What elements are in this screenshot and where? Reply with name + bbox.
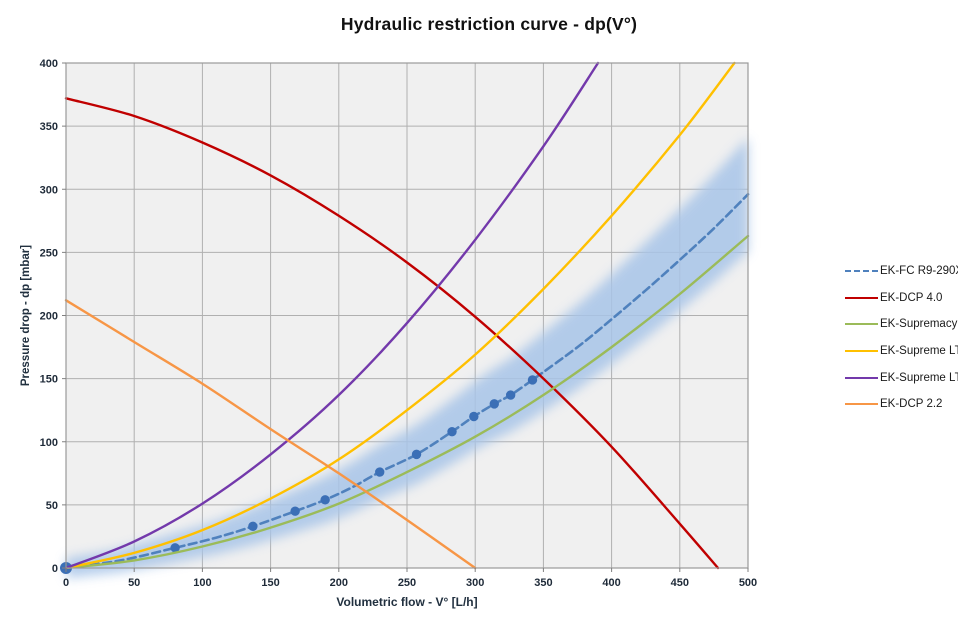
legend-swatch-ek-dcp-2-2 bbox=[845, 403, 878, 406]
legend-swatch-ek-supremacy bbox=[845, 323, 878, 326]
y-tick-label: 0 bbox=[52, 563, 58, 575]
y-tick-label: 250 bbox=[40, 247, 58, 259]
legend-item-ek-supremacy: EK-Supremacy bbox=[845, 311, 957, 338]
series-marker-ek-fc-r9-290x bbox=[170, 543, 180, 553]
x-axis-title: Volumetric flow - V° [L/h] bbox=[336, 595, 478, 609]
x-tick-label: 450 bbox=[671, 577, 689, 589]
series-marker-ek-fc-r9-290x bbox=[527, 375, 538, 385]
x-tick-label: 500 bbox=[739, 577, 757, 589]
series-marker-ek-fc-r9-290x bbox=[411, 449, 422, 460]
legend-item-ek-dcp-4-0: EK-DCP 4.0 bbox=[845, 285, 957, 312]
series-line-ek-dcp-2-2 bbox=[64, 299, 477, 570]
x-tick-label: 300 bbox=[466, 577, 484, 589]
series-marker-ek-fc-r9-290x bbox=[320, 495, 330, 505]
series-line-ek-supremacy bbox=[64, 234, 750, 570]
glow-band bbox=[66, 137, 748, 579]
y-tick-label: 150 bbox=[40, 374, 58, 386]
y-axis-title: Pressure drop - dp [mbar] bbox=[19, 244, 32, 387]
x-tick-label: 50 bbox=[128, 577, 140, 589]
legend-swatch-ek-dcp-4-0 bbox=[845, 296, 878, 299]
legend-item-ek-supreme-ltx: EK-Supreme LTX bbox=[845, 338, 958, 365]
x-tick-label: 0 bbox=[63, 577, 69, 589]
legend-swatch-ek-supreme-lt bbox=[845, 376, 878, 379]
y-tick-label: 50 bbox=[46, 500, 58, 512]
x-tick-label: 200 bbox=[330, 577, 348, 589]
series-marker-ek-fc-r9-290x bbox=[489, 399, 499, 409]
series-marker-ek-fc-r9-290x bbox=[469, 411, 479, 422]
chart-title: Hydraulic restriction curve - dp(V°) bbox=[340, 14, 638, 34]
legend-label: EK-Supreme LTX bbox=[880, 345, 958, 358]
y-tick-label: 350 bbox=[40, 121, 58, 133]
series-marker-ek-fc-r9-290x bbox=[505, 390, 516, 400]
legend-item-ek-supreme-lt: EK-Supreme LT bbox=[845, 364, 958, 391]
legend-swatch-ek-fc-r9-290x bbox=[845, 270, 878, 273]
y-tick-label: 200 bbox=[40, 311, 58, 323]
legend-label: EK-DCP 2.2 bbox=[880, 398, 943, 411]
y-tick-label: 400 bbox=[40, 58, 58, 70]
legend-label: EK-FC R9-290X bbox=[880, 265, 958, 278]
legend-item-ek-fc-r9-290x: EK-FC R9-290X bbox=[845, 258, 958, 285]
legend-item-ek-dcp-2-2: EK-DCP 2.2 bbox=[845, 391, 957, 418]
x-tick-label: 100 bbox=[193, 577, 211, 589]
series-line-ek-supreme-lt bbox=[64, 61, 600, 570]
legend-label: EK-DCP 4.0 bbox=[880, 291, 943, 304]
series-marker-ek-fc-r9-290x bbox=[447, 426, 457, 437]
x-tick-label: 400 bbox=[602, 577, 620, 589]
legend-label: EK-Supreme LT bbox=[880, 371, 958, 384]
legend-swatch-ek-supreme-ltx bbox=[845, 350, 878, 353]
series-line-ek-dcp-4-0 bbox=[64, 97, 720, 570]
legend-label: EK-Supremacy bbox=[880, 318, 958, 331]
series-marker-ek-fc-r9-290x bbox=[248, 521, 258, 532]
y-tick-label: 100 bbox=[40, 437, 58, 449]
series-line-ek-supreme-ltx bbox=[64, 61, 736, 570]
x-tick-label: 150 bbox=[261, 577, 279, 589]
series-marker-ek-fc-r9-290x bbox=[290, 506, 300, 516]
legend: EK-FC R9-290X EK-DCP 4.0 EK-Supremacy EK-Su… bbox=[845, 258, 958, 418]
y-tick-label: 300 bbox=[40, 184, 58, 196]
x-tick-label: 250 bbox=[398, 577, 416, 589]
series-marker-ek-fc-r9-290x bbox=[375, 467, 385, 477]
x-tick-label: 350 bbox=[534, 577, 552, 589]
